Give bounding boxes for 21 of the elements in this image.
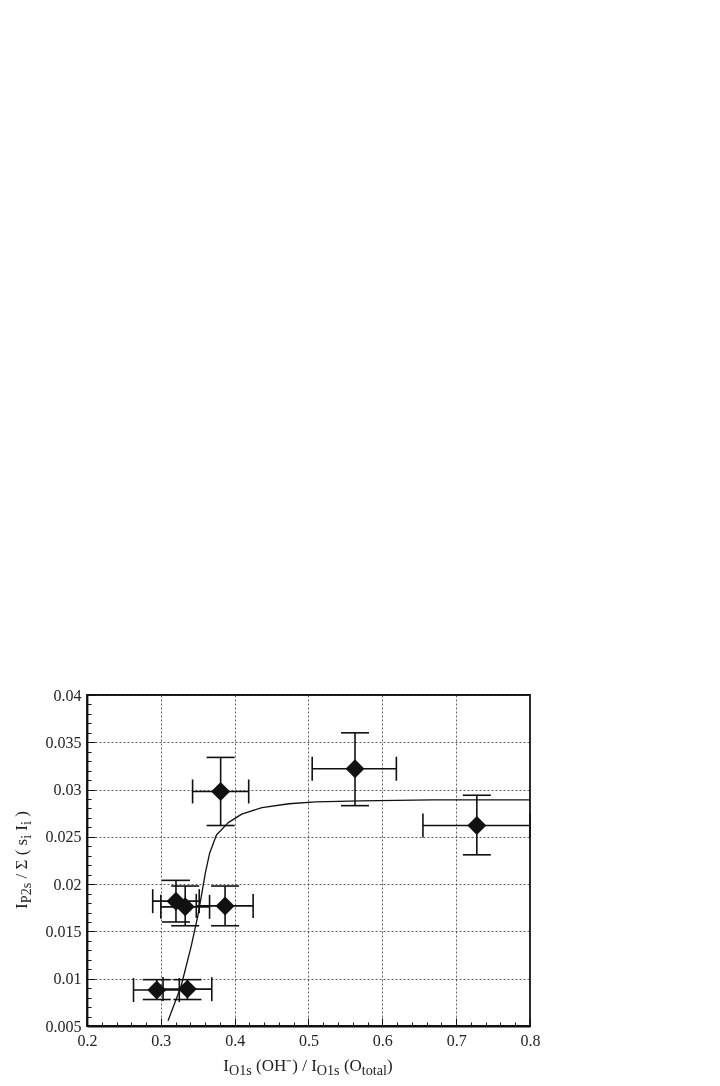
point bbox=[215, 896, 235, 916]
x-tick-label: 0.5 bbox=[299, 1031, 319, 1049]
x-tick-label: 0.7 bbox=[446, 1031, 467, 1049]
point bbox=[175, 897, 195, 917]
y-tick-label: 0.015 bbox=[45, 922, 82, 940]
point bbox=[345, 759, 365, 779]
point bbox=[177, 979, 197, 999]
x-tick-label: 0.4 bbox=[225, 1031, 246, 1049]
y-tick-label: 0.01 bbox=[53, 970, 82, 988]
y-tick-label: 0.035 bbox=[45, 733, 82, 751]
y-tick-label: 0.03 bbox=[53, 781, 82, 799]
point bbox=[211, 781, 231, 801]
x-axis-title: I$_{O1s}$ (OH⁻) / I$_{O1s}$ (O$_{total}$) bbox=[223, 1056, 393, 1079]
point bbox=[467, 816, 487, 835]
x-tick-label: 0.3 bbox=[151, 1031, 172, 1049]
y-tick-label: 0.025 bbox=[45, 828, 82, 846]
y-tick-label: 0.02 bbox=[53, 875, 82, 893]
y-tick-label: 0.04 bbox=[53, 686, 82, 704]
x-tick-label: 0.8 bbox=[520, 1031, 541, 1049]
x-tick-label: 0.6 bbox=[372, 1031, 393, 1049]
point bbox=[147, 980, 167, 1000]
